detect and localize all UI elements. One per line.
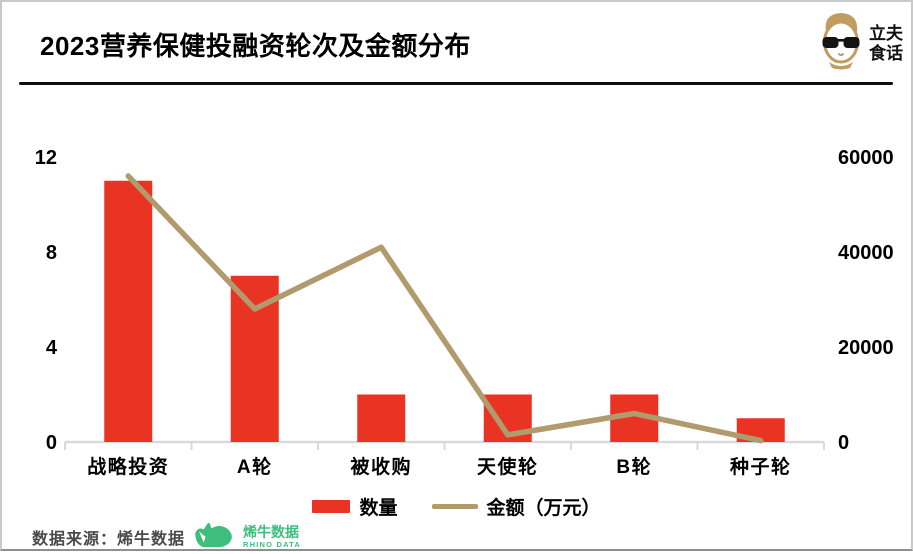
- left-axis-tick-label: 12: [35, 147, 57, 169]
- footer-source: 数据来源：烯牛数据 烯牛数据 RHINO DATA: [32, 519, 301, 554]
- rhino-logo-en: RHINO DATA: [243, 539, 301, 549]
- x-axis-category-label: 战略投资: [87, 455, 169, 478]
- x-axis-category-label: 种子轮: [729, 455, 792, 478]
- x-axis-category-label: 被收购: [350, 455, 412, 478]
- legend-label-amount: 金额（万元）: [486, 498, 601, 519]
- title-divider: [19, 82, 893, 85]
- x-axis-category-label: A轮: [237, 455, 273, 478]
- x-axis-category-label: 天使轮: [477, 455, 539, 478]
- x-axis-category-label: B轮: [616, 455, 652, 478]
- chart-legend: 数量 金额（万元）: [2, 493, 911, 520]
- brand-logo: 立夫 食话: [817, 10, 903, 77]
- left-axis-tick-label: 0: [46, 432, 57, 454]
- line-swatch-icon: [431, 504, 478, 509]
- legend-item-count: 数量: [312, 493, 398, 520]
- right-axis-tick-label: 40000: [838, 242, 894, 264]
- amount-line: [125, 173, 764, 444]
- bar-swatch-icon: [312, 500, 351, 513]
- left-axis-tick-label: 8: [46, 242, 57, 264]
- brand-name-line1: 立夫: [869, 23, 903, 43]
- right-axis-tick-label: 0: [838, 432, 849, 454]
- rhino-logo-icon: [193, 519, 235, 554]
- brand-name: 立夫 食话: [869, 24, 903, 63]
- brand-name-line2: 食话: [869, 43, 903, 63]
- rhino-logo-cn: 烯牛数据: [243, 523, 300, 540]
- page-title: 2023营养保健投融资轮次及金额分布: [40, 31, 471, 61]
- right-axis-tick-label: 60000: [838, 147, 894, 169]
- data-source-label: 数据来源：烯牛数据: [32, 530, 186, 548]
- bar-战略投资: [104, 180, 153, 442]
- left-axis-tick-label: 4: [46, 337, 58, 359]
- face-avatar-icon: [817, 10, 865, 77]
- combo-chart: 0 4 8 12 0 20000 40000 60000 战略投资 A轮 被收购 天使轮 B轮 种子轮: [35, 147, 894, 478]
- legend-label-count: 数量: [359, 498, 398, 519]
- rhino-logo-text: 烯牛数据 RHINO DATA: [243, 525, 301, 549]
- right-axis-tick-label: 20000: [838, 337, 894, 359]
- bar-被收购: [357, 394, 406, 442]
- legend-item-amount: 金额（万元）: [431, 493, 601, 520]
